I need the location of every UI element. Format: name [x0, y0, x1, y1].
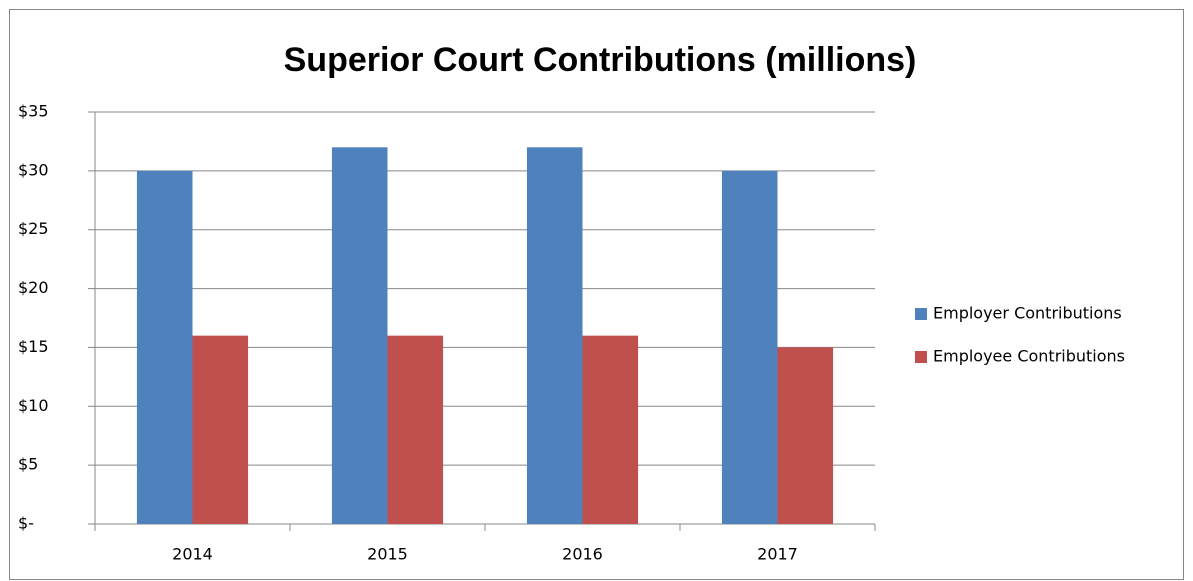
chart-title: Superior Court Contributions (millions) — [284, 41, 917, 79]
x-tick-label: 2016 — [562, 545, 603, 564]
bar — [721, 170, 778, 524]
y-tick-label: $25 — [18, 219, 49, 238]
y-tick-label: $10 — [18, 396, 49, 415]
legend-swatch — [915, 351, 927, 363]
bar — [582, 335, 639, 524]
y-tick-label: $15 — [18, 337, 49, 356]
y-tick-label: $35 — [18, 102, 49, 121]
legend-label: Employer Contributions — [933, 304, 1122, 323]
bar — [192, 335, 249, 524]
bar — [331, 147, 388, 525]
legend-swatch — [915, 308, 927, 320]
bar — [777, 347, 834, 524]
y-tick-label: $- — [18, 514, 34, 533]
x-tick-label: 2015 — [367, 545, 408, 564]
bar — [387, 335, 444, 524]
y-tick-label: $30 — [18, 160, 49, 179]
bar — [136, 170, 193, 524]
legend-label: Employee Contributions — [933, 347, 1125, 366]
bar — [526, 147, 583, 525]
y-tick-label: $20 — [18, 278, 49, 297]
x-tick-label: 2017 — [757, 545, 798, 564]
y-tick-label: $5 — [18, 455, 38, 474]
x-tick-label: 2014 — [172, 545, 213, 564]
